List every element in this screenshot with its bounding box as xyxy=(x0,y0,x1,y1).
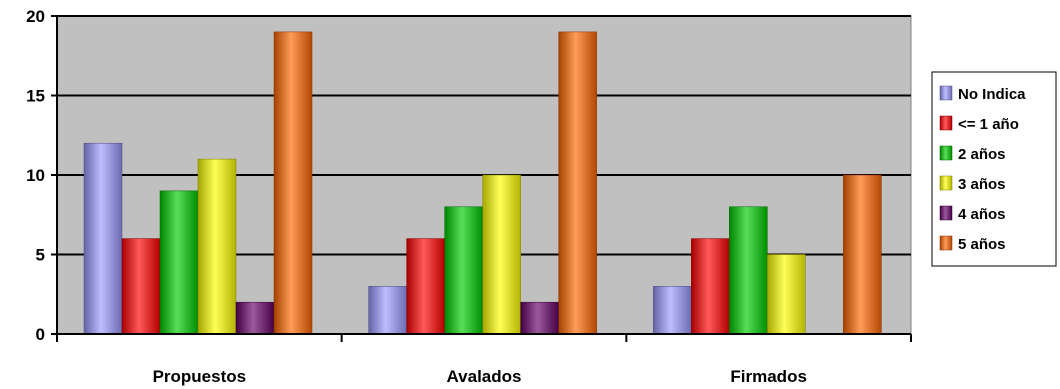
bar-avalados-0 xyxy=(368,286,407,335)
legend-swatch xyxy=(939,145,953,161)
y-tick-label: 20 xyxy=(26,7,45,26)
axes xyxy=(51,15,912,342)
bar-firmados-5 xyxy=(843,174,882,335)
legend-label: 5 años xyxy=(958,236,1006,253)
bar-propuestos-1 xyxy=(121,238,161,335)
x-category-label: Firmados xyxy=(730,367,807,386)
y-tick-label: 15 xyxy=(26,87,45,106)
x-category-labels: Propuestos Avalados Firmados xyxy=(153,367,807,386)
legend: No Indica <= 1 año 2 años 3 años 4 años 5 año… xyxy=(931,71,1057,267)
bars xyxy=(83,31,882,335)
legend-label: <= 1 año xyxy=(958,116,1019,133)
legend-label: 3 años xyxy=(958,176,1006,193)
bar-avalados-5 xyxy=(558,31,597,335)
bar-avalados-1 xyxy=(406,238,445,335)
legend-swatch xyxy=(939,175,953,191)
legend-label: 4 años xyxy=(958,206,1006,223)
bar-propuestos-0 xyxy=(83,142,123,335)
bar-propuestos-3 xyxy=(197,158,237,335)
bar-propuestos-2 xyxy=(159,190,199,335)
x-category-label: Propuestos xyxy=(153,367,247,386)
y-tick-label: 10 xyxy=(26,166,45,185)
legend-label: 2 años xyxy=(958,146,1006,163)
bar-propuestos-5 xyxy=(273,31,313,335)
bar-propuestos-4 xyxy=(235,301,275,335)
legend-swatch xyxy=(939,115,953,131)
y-tick-label: 5 xyxy=(36,246,45,265)
legend-swatch xyxy=(939,235,953,251)
bar-firmados-1 xyxy=(691,238,730,335)
bar-avalados-4 xyxy=(520,301,559,335)
bar-firmados-0 xyxy=(653,286,692,335)
bar-avalados-3 xyxy=(482,174,521,335)
bar-avalados-2 xyxy=(444,206,483,335)
legend-box xyxy=(931,71,1057,267)
legend-swatch xyxy=(939,85,953,101)
y-tick-label: 0 xyxy=(36,325,45,344)
x-category-label: Avalados xyxy=(447,367,522,386)
y-tick-labels: 0 5 10 15 20 xyxy=(26,7,45,344)
bar-firmados-3 xyxy=(767,254,806,335)
bar-firmados-2 xyxy=(729,206,768,335)
legend-label: No Indica xyxy=(958,86,1026,103)
legend-swatch xyxy=(939,205,953,221)
